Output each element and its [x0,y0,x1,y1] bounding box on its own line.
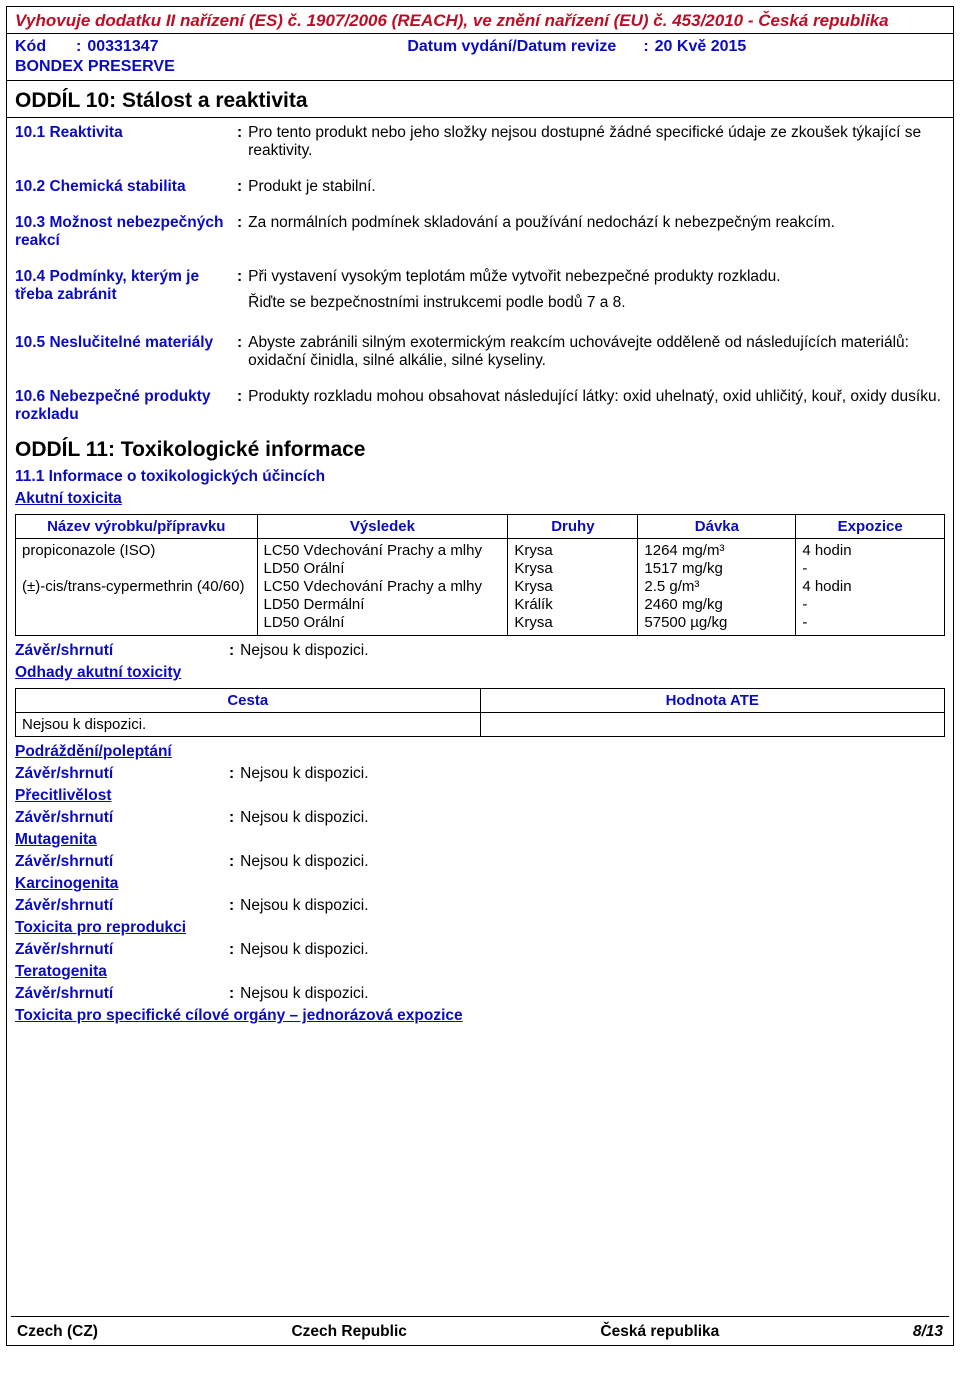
ate-cell-1: Nejsou k dispozici. [16,713,481,737]
zaver-label: Závěr/shrnutí [15,642,229,660]
label-10-1: 10.1 Reaktivita [15,124,237,142]
value-10-6: Produkty rozkladu mohou obsahovat násled… [248,388,945,406]
value-10-5: Abyste zabránili silným exotermickým rea… [248,334,945,370]
th-result: Výsledek [257,515,508,539]
item-10-5: 10.5 Neslučitelné materiály : Abyste zab… [15,334,945,370]
colon: : [229,853,234,871]
footer: Czech (CZ) Czech Republic Česká republik… [7,1316,953,1345]
group-title: Karcinogenita [7,873,953,895]
footer-page: 8/13 [913,1323,943,1341]
label-10-2: 10.2 Chemická stabilita [15,178,237,196]
value-10-2: Produkt je stabilní. [248,178,945,196]
colon: : [229,642,234,660]
acute-toxicity-link: Akutní toxicita [7,488,953,510]
value-10-4: Při vystavení vysokým teplotám může vytv… [248,268,945,316]
value-10-3: Za normálních podmínek skladování a použ… [248,214,945,232]
colon: : [229,809,234,827]
table-cell: 4 hodin-4 hodin-- [796,539,945,636]
zaver-value: Nejsou k dispozici. [240,897,368,915]
code-value: 00331347 [87,38,177,56]
colon: : [643,38,648,56]
group-title: Teratogenita [7,961,953,983]
zaver-value: Nejsou k dispozici. [240,941,368,959]
footer-c1: Czech (CZ) [17,1323,98,1341]
table-cell: propiconazole (ISO)(±)-cis/trans-cyperme… [16,539,258,636]
header-box: Kód : 00331347 Datum vydání/Datum revize… [7,33,953,81]
label-10-5: 10.5 Neslučitelné materiály [15,334,237,352]
date-label: Datum vydání/Datum revize [407,38,637,56]
colon: : [237,178,242,196]
footer-c2: Czech Republic [291,1323,406,1341]
value-10-4b: Řiďte se bezpečnostními instrukcemi podl… [248,294,945,312]
label-10-3: 10.3 Možnost nebezpečných reakcí [15,214,237,250]
colon: : [237,268,242,286]
group-title: Přecitlivělost [7,785,953,807]
zaver-label: Závěr/shrnutí [15,897,229,915]
product-name: BONDEX PRESERVE [15,56,945,76]
zaver-value: Nejsou k dispozici. [240,642,368,660]
colon: : [229,897,234,915]
group-title: Podráždění/poleptání [7,741,953,763]
zaver-label: Závěr/shrnutí [15,985,229,1003]
colon: : [237,214,242,232]
table-cell: KrysaKrysaKrysaKrálíkKrysa [508,539,638,636]
footer-c3: Česká republika [600,1323,719,1341]
final-link: Toxicita pro specifické cílové orgány – … [7,1005,953,1027]
value-10-1: Pro tento produkt nebo jeho složky nejso… [248,124,945,160]
zaver-value: Nejsou k dispozici. [240,765,368,783]
group-zaver-row: Závěr/shrnutí: Nejsou k dispozici. [7,895,953,917]
th-ate: Hodnota ATE [480,689,945,713]
item-10-2: 10.2 Chemická stabilita : Produkt je sta… [15,178,945,196]
code-label: Kód [15,38,70,56]
th-name: Název výrobku/přípravku [16,515,258,539]
group-zaver-row: Závěr/shrnutí: Nejsou k dispozici. [7,939,953,961]
zaver-label: Závěr/shrnutí [15,809,229,827]
section-11-title: ODDÍL 11: Toxikologické informace [7,432,953,466]
item-10-6: 10.6 Nebezpečné produkty rozkladu : Prod… [15,388,945,424]
zaver-value: Nejsou k dispozici. [240,853,368,871]
zaver-row: Závěr/shrnutí : Nejsou k dispozici. [7,640,953,662]
colon: : [237,124,242,142]
section-10-title: ODDÍL 10: Stálost a reaktivita [7,81,953,118]
label-10-4: 10.4 Podmínky, kterým je třeba zabránit [15,268,237,304]
group-zaver-row: Závěr/shrnutí: Nejsou k dispozici. [7,807,953,829]
colon: : [237,388,242,406]
zaver-label: Závěr/shrnutí [15,853,229,871]
zaver-label: Závěr/shrnutí [15,765,229,783]
date-value: 20 Kvě 2015 [655,38,747,56]
colon: : [237,334,242,352]
section-11-1-subtitle: 11.1 Informace o toxikologických účincíc… [7,466,953,488]
table-cell: 1264 mg/m³1517 mg/kg2.5 g/m³2460 mg/kg57… [638,539,796,636]
zaver-value: Nejsou k dispozici. [240,985,368,1003]
zaver-label: Závěr/shrnutí [15,941,229,959]
group-title: Mutagenita [7,829,953,851]
regulation-header: Vyhovuje dodatku II nařízení (ES) č. 190… [7,7,953,33]
th-species: Druhy [508,515,638,539]
odhady-link: Odhady akutní toxicity [7,662,953,684]
label-10-6: 10.6 Nebezpečné produkty rozkladu [15,388,237,424]
colon: : [76,38,81,56]
group-title: Toxicita pro reprodukci [7,917,953,939]
ate-cell-2 [480,713,945,737]
th-dose: Dávka [638,515,796,539]
item-10-4: 10.4 Podmínky, kterým je třeba zabránit … [15,268,945,316]
th-cesta: Cesta [16,689,481,713]
colon: : [229,765,234,783]
table-cell: LC50 Vdechování Prachy a mlhyLD50 Orální… [257,539,508,636]
item-10-1: 10.1 Reaktivita : Pro tento produkt nebo… [15,124,945,160]
group-zaver-row: Závěr/shrnutí: Nejsou k dispozici. [7,763,953,785]
toxicity-table: Název výrobku/přípravku Výsledek Druhy D… [15,514,945,636]
item-10-3: 10.3 Možnost nebezpečných reakcí : Za no… [15,214,945,250]
group-zaver-row: Závěr/shrnutí: Nejsou k dispozici. [7,983,953,1005]
ate-table: Cesta Hodnota ATE Nejsou k dispozici. [15,688,945,737]
th-exposure: Expozice [796,515,945,539]
value-10-4a: Při vystavení vysokým teplotám může vytv… [248,268,945,286]
colon: : [229,985,234,1003]
group-zaver-row: Závěr/shrnutí: Nejsou k dispozici. [7,851,953,873]
colon: : [229,941,234,959]
zaver-value: Nejsou k dispozici. [240,809,368,827]
